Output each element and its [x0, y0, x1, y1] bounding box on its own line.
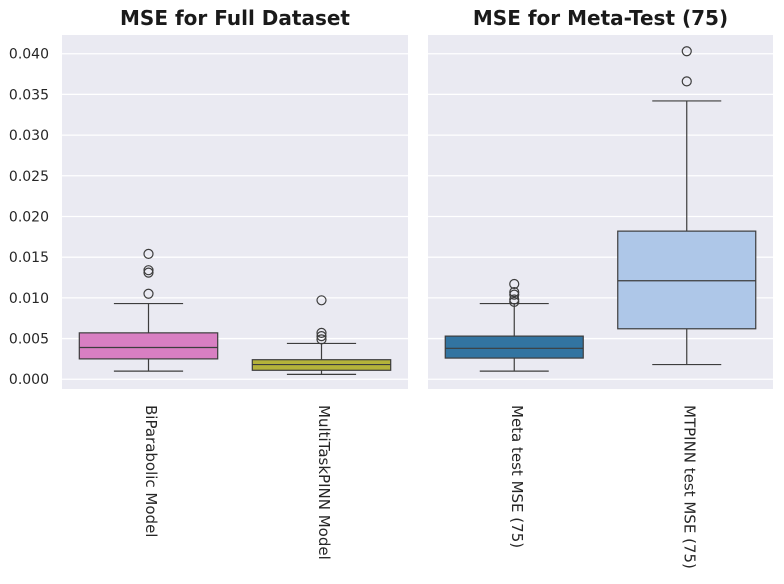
y-tick-label: 0.035: [9, 87, 49, 103]
outlier-point: [681, 76, 692, 87]
box-1: [444, 278, 584, 372]
iqr-box: [617, 230, 757, 330]
outlier-point: [509, 294, 520, 305]
y-tick-label: 0.020: [9, 209, 49, 225]
y-tick-label: 0.040: [9, 47, 49, 63]
chart-title: MSE for Meta-Test (75): [473, 6, 728, 30]
category-label: Meta test MSE (75): [508, 405, 526, 548]
outlier-point: [681, 46, 692, 57]
panel-1: 0.000 0.005 0.010 0.015 0.020 0.025 0.030 0.035…: [9, 6, 408, 560]
outlier-point: [316, 334, 327, 345]
box-2: [251, 295, 392, 375]
outlier-point: [143, 267, 154, 278]
outlier-point: [143, 265, 154, 276]
y-tick-label: 0.015: [9, 250, 49, 266]
outlier-point: [143, 288, 154, 299]
y-tick-label: 0.005: [9, 332, 49, 348]
outlier-point: [509, 278, 520, 290]
iqr-box: [78, 332, 219, 360]
category-label: MultiTaskPINN Model: [315, 405, 333, 560]
outlier-point: [509, 289, 520, 300]
y-tick-label: 0.030: [9, 128, 49, 144]
outlier-point: [316, 295, 327, 306]
category-label: MTPINN test MSE (75): [680, 405, 698, 569]
y-tick-label: 0.000: [9, 372, 49, 388]
outlier-point: [316, 327, 327, 338]
outlier-point: [509, 287, 520, 298]
box-2: [617, 46, 757, 366]
box-1: [78, 248, 219, 372]
outlier-point: [509, 296, 520, 308]
outlier-point: [143, 248, 154, 260]
y-tick-label: 0.025: [9, 169, 49, 185]
outlier-point: [316, 331, 327, 342]
y-tick-label: 0.010: [9, 291, 49, 307]
panel-2: MSE for Meta-Test (75) Meta test MSE (75)…: [428, 6, 773, 569]
chart-title: MSE for Full Dataset: [120, 6, 350, 30]
iqr-box: [444, 335, 584, 359]
category-label: BiParabolic Model: [142, 405, 160, 537]
